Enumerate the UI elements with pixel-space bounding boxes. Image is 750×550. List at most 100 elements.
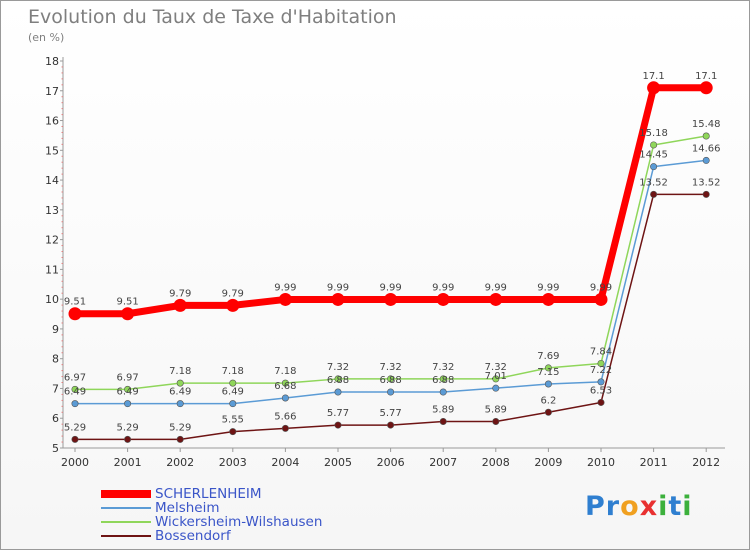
data-point: [594, 292, 608, 306]
data-point: [229, 379, 237, 387]
data-point: [439, 388, 447, 396]
data-point: [489, 292, 503, 306]
proxiti-logo: Proxiti: [585, 491, 693, 522]
data-label: 9.99: [432, 282, 454, 293]
legend-item-bossendorf: Bossendorf: [101, 529, 322, 543]
data-point: [331, 292, 345, 306]
data-point: [71, 385, 79, 393]
y-tick-label: 7: [52, 382, 59, 395]
data-label: 9.99: [379, 282, 401, 293]
data-label: 7.69: [537, 351, 559, 362]
data-label: 6.53: [590, 385, 612, 396]
legend-label-scherlenheim: SCHERLENHEIM: [155, 486, 262, 502]
data-label: 13.52: [692, 177, 721, 188]
legend-swatch-wickersheim-wilshausen: [101, 521, 151, 523]
data-label: 7.18: [222, 366, 244, 377]
logo-letter: i: [658, 491, 669, 522]
data-label: 5.66: [274, 411, 296, 422]
data-label: 7.32: [485, 362, 507, 373]
data-label: 6.88: [379, 375, 401, 386]
data-point: [71, 400, 79, 408]
data-point: [439, 375, 447, 383]
y-tick-label: 10: [45, 293, 59, 306]
data-point: [226, 298, 240, 312]
logo-letter: o: [620, 491, 640, 522]
data-point: [544, 408, 552, 416]
data-label: 9.99: [485, 282, 507, 293]
data-point: [492, 384, 500, 392]
x-tick-label: 2007: [429, 456, 457, 469]
data-point: [334, 375, 342, 383]
legend-label-bossendorf: Bossendorf: [155, 528, 231, 544]
y-tick-label: 8: [52, 353, 59, 366]
data-label: 9.99: [327, 282, 349, 293]
y-tick-label: 12: [45, 234, 59, 247]
data-point: [176, 379, 184, 387]
x-tick-label: 2003: [219, 456, 247, 469]
data-label: 7.32: [432, 362, 454, 373]
legend-item-scherlenheim: SCHERLENHEIM: [101, 487, 322, 501]
data-point: [597, 398, 605, 406]
chart-series: [68, 81, 713, 443]
data-label: 6.97: [116, 372, 138, 383]
data-point: [544, 380, 552, 388]
data-label: 15.48: [692, 119, 721, 130]
data-point: [541, 292, 555, 306]
data-point: [492, 375, 500, 383]
data-label: 6.68: [274, 381, 296, 392]
x-tick-label: 2009: [534, 456, 562, 469]
data-label: 5.77: [327, 408, 349, 419]
y-tick-label: 9: [52, 323, 59, 336]
data-label: 5.29: [116, 422, 138, 433]
data-point: [650, 141, 658, 149]
data-label: 13.52: [639, 177, 668, 188]
data-label: 6.88: [432, 375, 454, 386]
data-label: 7.18: [274, 366, 296, 377]
y-tick-label: 14: [45, 174, 59, 187]
data-label: 7.22: [590, 365, 612, 376]
data-label: 9.99: [537, 282, 559, 293]
data-label: 9.99: [274, 282, 296, 293]
data-label: 14.66: [692, 143, 721, 154]
logo-letter: x: [639, 491, 659, 522]
x-tick-label: 2008: [482, 456, 510, 469]
data-point: [436, 292, 450, 306]
x-tick-label: 2004: [271, 456, 299, 469]
data-point: [702, 132, 710, 140]
data-point: [647, 81, 661, 95]
data-point: [278, 292, 292, 306]
data-label: 9.79: [169, 288, 191, 299]
y-tick-label: 16: [45, 115, 59, 128]
data-label: 7.84: [590, 346, 612, 357]
data-label: 5.89: [432, 405, 454, 416]
y-tick-label: 17: [45, 85, 59, 98]
logo-letter: P: [585, 491, 606, 522]
data-label: 7.32: [327, 362, 349, 373]
data-point: [176, 435, 184, 443]
data-label: 6.49: [169, 387, 191, 398]
data-point: [71, 435, 79, 443]
data-label: 17.1: [695, 71, 717, 82]
data-point: [334, 421, 342, 429]
data-point: [702, 190, 710, 198]
data-point: [597, 378, 605, 386]
data-label: 9.79: [222, 288, 244, 299]
data-point: [439, 418, 447, 426]
data-point: [492, 418, 500, 426]
data-point: [384, 292, 398, 306]
series-line-scherlenheim: [71, 84, 710, 318]
data-point: [699, 81, 713, 95]
y-tick-label: 5: [52, 442, 59, 455]
data-point: [68, 307, 82, 321]
data-label: 6.49: [64, 387, 86, 398]
data-point: [702, 156, 710, 164]
data-point: [544, 364, 552, 372]
y-tick-label: 11: [45, 263, 59, 276]
data-point: [281, 394, 289, 402]
data-label: 9.51: [64, 297, 86, 308]
data-label: 6.2: [540, 395, 556, 406]
data-point: [124, 400, 132, 408]
data-point: [334, 388, 342, 396]
data-point: [173, 298, 187, 312]
